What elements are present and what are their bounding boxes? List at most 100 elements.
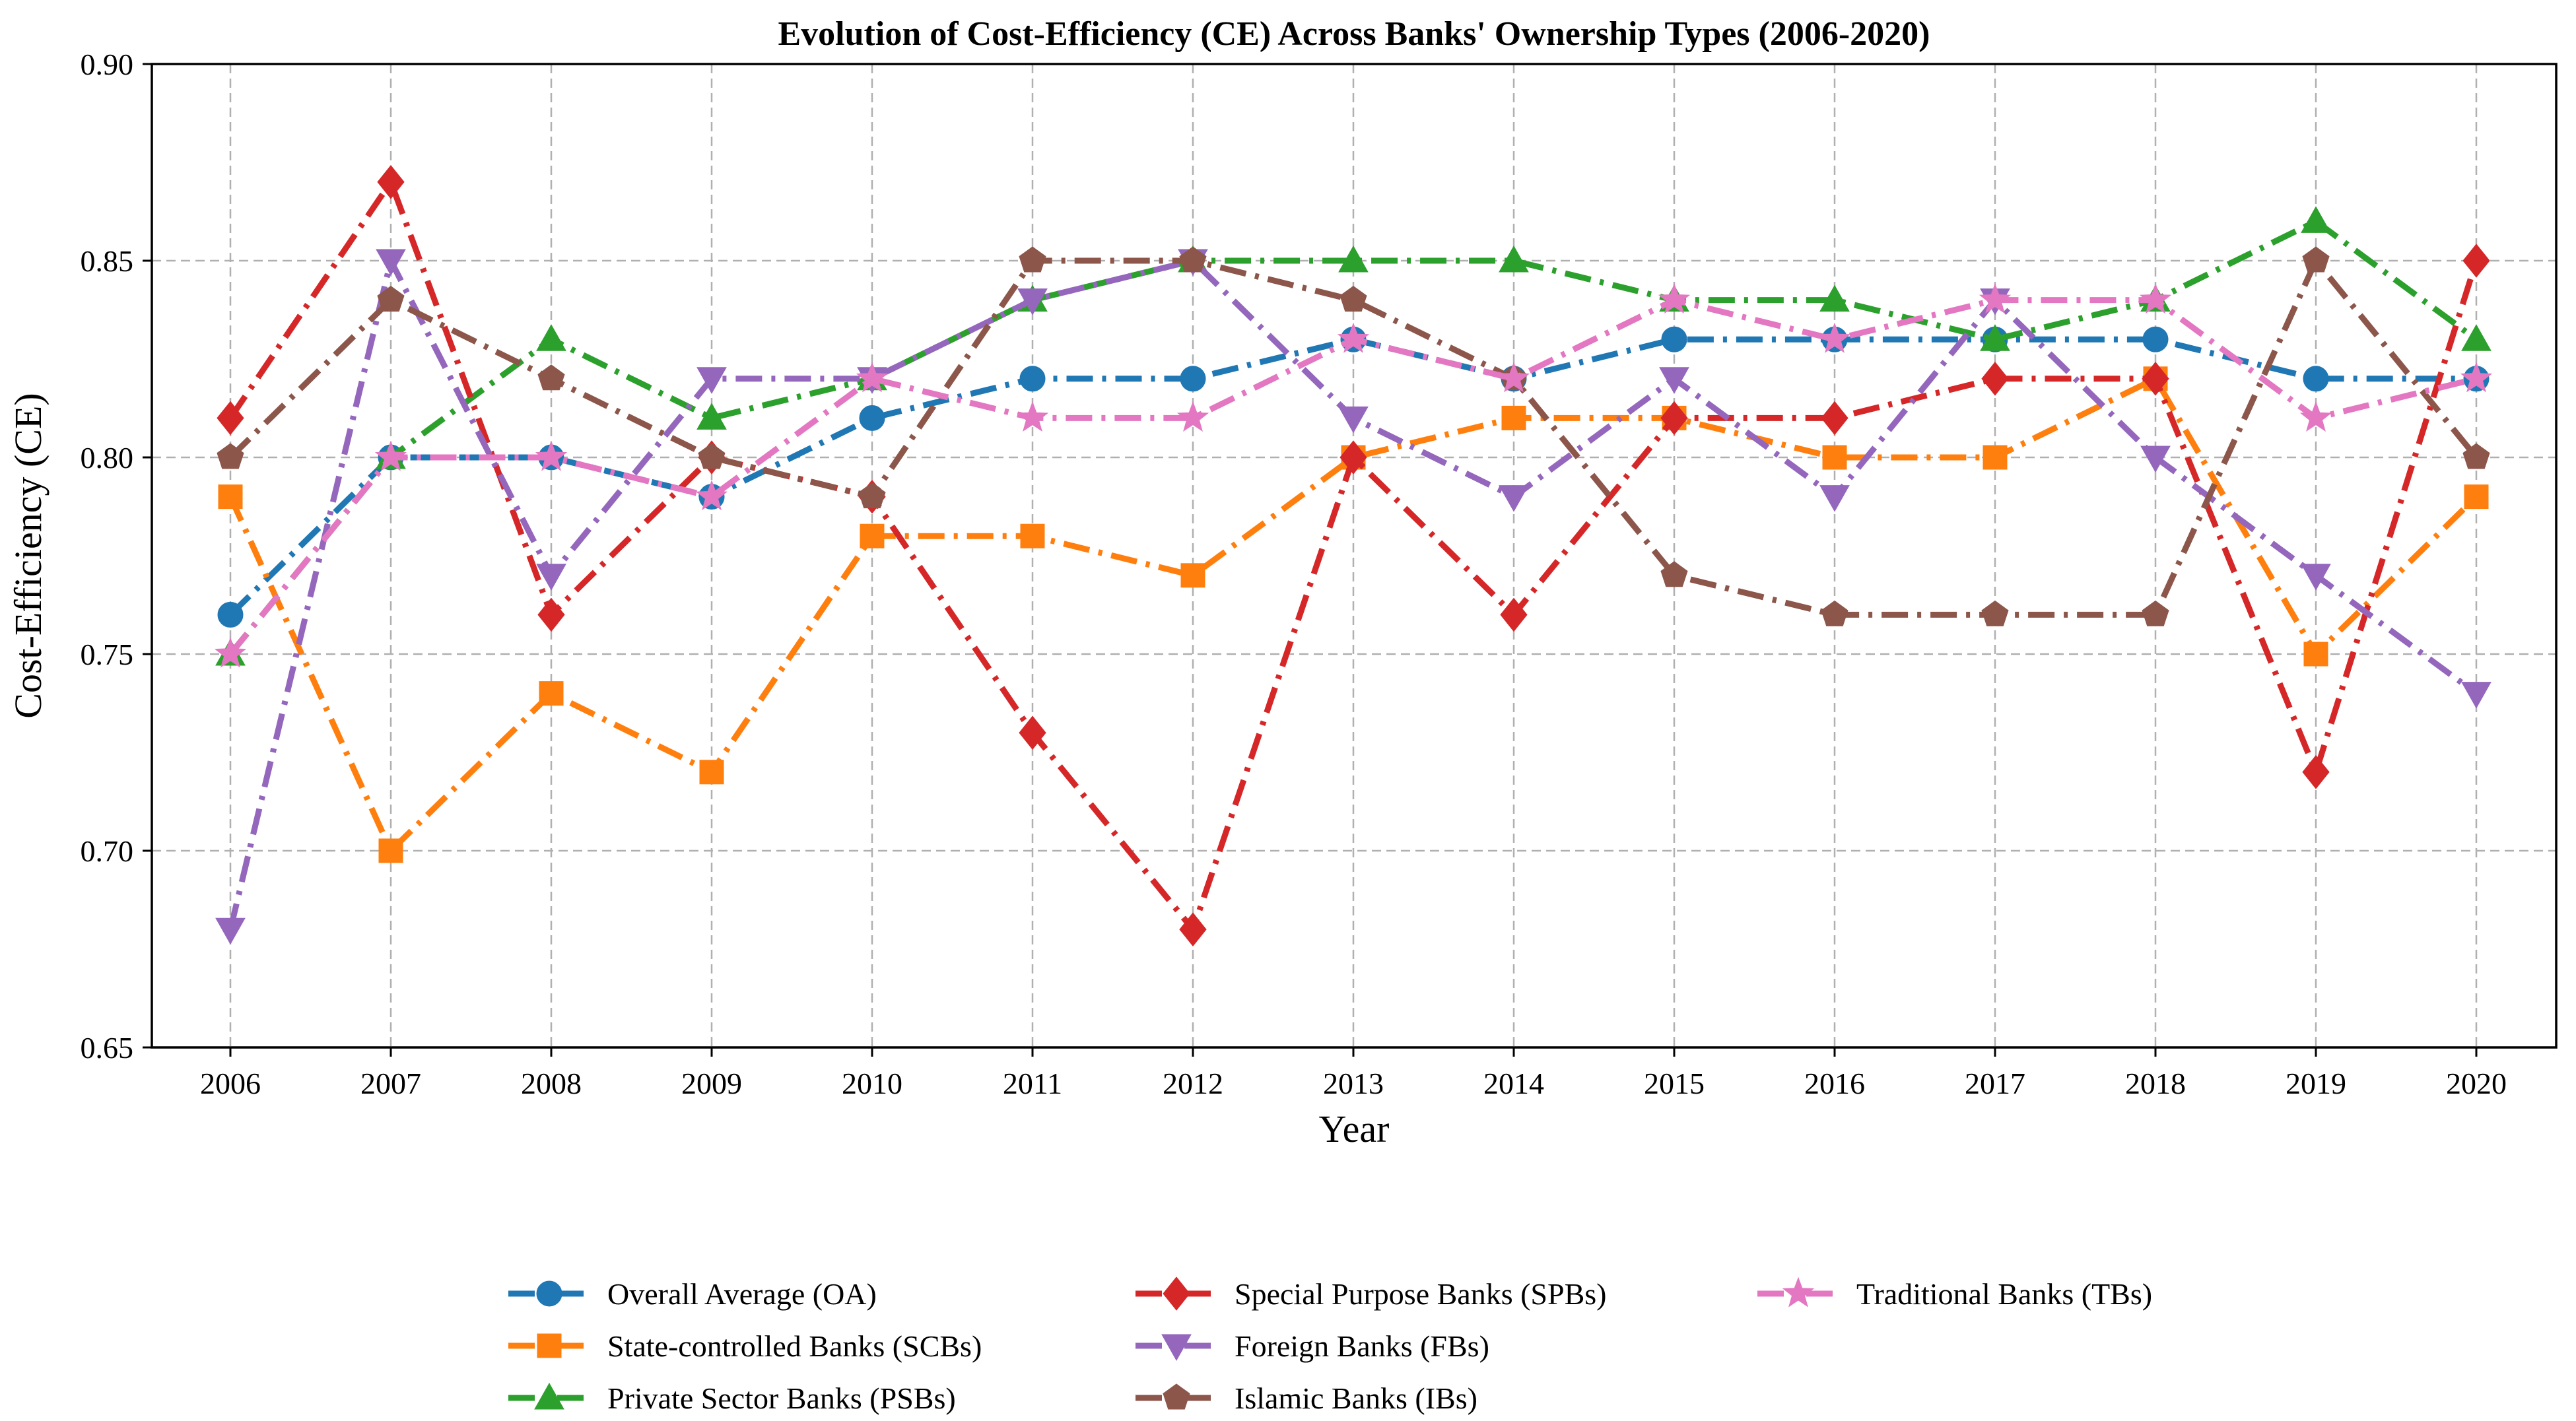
data-point — [1339, 440, 1367, 475]
gridlines — [152, 63, 2556, 1049]
data-point — [1500, 597, 1528, 632]
data-point — [1659, 367, 1689, 394]
legend-entry: Overall Average (OA) — [508, 1277, 877, 1311]
data-point — [1818, 322, 1851, 353]
data-point — [214, 637, 247, 668]
legend-marker — [1161, 1334, 1192, 1362]
x-tick-label: 2008 — [521, 1067, 582, 1100]
data-point — [1019, 246, 1046, 273]
data-point — [860, 523, 885, 548]
data-point — [2302, 754, 2330, 789]
data-point — [535, 440, 568, 471]
data-point — [2302, 246, 2330, 273]
data-point — [1499, 485, 1529, 512]
data-point — [1497, 362, 1530, 393]
data-point — [1339, 285, 1367, 312]
data-point — [215, 917, 246, 945]
legend-label: Islamic Banks (IBs) — [1235, 1381, 1477, 1415]
x-tick-label: 2020 — [2446, 1067, 2507, 1100]
x-tick-label: 2011 — [1003, 1067, 1062, 1100]
data-point — [1979, 283, 2012, 314]
data-point — [217, 601, 244, 628]
data-point — [2299, 401, 2332, 432]
data-point — [2464, 484, 2489, 510]
data-point — [1819, 485, 1850, 512]
legend-entry: Islamic Banks (IBs) — [1135, 1381, 1477, 1415]
data-point — [1180, 366, 1206, 392]
x-tick-label: 2010 — [842, 1067, 902, 1100]
data-point — [1020, 523, 1045, 548]
data-point — [1019, 715, 1046, 750]
data-point — [539, 681, 564, 706]
data-point — [376, 249, 406, 277]
legend-entry: Foreign Banks (FBs) — [1135, 1329, 1489, 1363]
x-tick-label: 2009 — [681, 1067, 742, 1100]
x-tick-label: 2013 — [1323, 1067, 1384, 1100]
data-point — [1176, 401, 1209, 432]
legend-entry: Private Sector Banks (PSBs) — [508, 1381, 956, 1415]
legend-label: State-controlled Banks (SCBs) — [607, 1329, 982, 1363]
y-tick-label: 0.65 — [81, 1031, 134, 1065]
x-axis-label: Year — [1319, 1107, 1390, 1150]
data-point — [1499, 245, 1529, 273]
data-point — [1660, 561, 1688, 587]
legend-marker — [534, 1382, 564, 1410]
x-tick-label: 2017 — [1965, 1067, 2025, 1100]
data-point — [377, 164, 405, 199]
x-tick-label: 2016 — [1804, 1067, 1865, 1100]
data-point — [1983, 445, 2008, 470]
legend-marker — [1163, 1383, 1190, 1410]
data-point — [1660, 401, 1688, 436]
x-tick-label: 2012 — [1163, 1067, 1223, 1100]
data-point — [1337, 322, 1370, 353]
data-point — [1338, 406, 1369, 434]
legend-marker — [1782, 1276, 1815, 1307]
data-point — [2301, 564, 2331, 591]
data-point — [537, 364, 565, 391]
data-point — [377, 285, 405, 312]
legend-label: Special Purpose Banks (SPBs) — [1235, 1277, 1607, 1311]
series-line — [228, 336, 2476, 617]
x-tick-label: 2019 — [2286, 1067, 2346, 1100]
x-tick-label: 2007 — [360, 1067, 421, 1100]
legend-entry: Traditional Banks (TBs) — [1757, 1276, 2152, 1311]
legend-label: Foreign Banks (FBs) — [1235, 1329, 1489, 1363]
legend: Overall Average (OA) State-controlled Ban… — [508, 1276, 2152, 1415]
legend-marker — [536, 1280, 562, 1307]
series-4 — [215, 249, 2491, 945]
data-point — [858, 482, 886, 509]
data-point — [2140, 446, 2171, 473]
legend-label: Traditional Banks (TBs) — [1856, 1277, 2152, 1311]
x-tick-label: 2014 — [1483, 1067, 1544, 1100]
data-point — [2461, 682, 2491, 709]
legend-marker — [537, 1333, 562, 1358]
data-point — [2460, 362, 2493, 393]
series-5 — [217, 246, 2490, 626]
data-point — [2462, 244, 2490, 278]
data-point — [1661, 326, 1687, 352]
data-point — [696, 367, 727, 394]
y-tick-label: 0.75 — [81, 638, 134, 671]
legend-label: Overall Average (OA) — [607, 1277, 877, 1311]
data-point — [1179, 246, 1207, 273]
axes: 2006 2007 2008 2009 2010 2011 2012 2013 2014 2015… — [81, 48, 2507, 1100]
data-point — [1980, 324, 2010, 351]
data-point — [218, 484, 243, 510]
data-point — [1819, 284, 1850, 312]
data-point — [1981, 361, 2009, 396]
x-tick-label: 2015 — [1644, 1067, 1705, 1100]
data-point — [2142, 600, 2169, 626]
data-point — [1338, 245, 1369, 273]
data-point — [2142, 361, 2169, 396]
x-tick-label: 2018 — [2125, 1067, 2186, 1100]
data-point — [2303, 366, 2329, 392]
data-point — [856, 362, 889, 393]
data-point — [1017, 288, 1048, 315]
data-point — [217, 401, 244, 436]
data-point — [696, 403, 727, 430]
data-point — [695, 480, 728, 511]
y-tick-label: 0.90 — [81, 48, 134, 81]
data-point — [1981, 600, 2009, 626]
data-point — [378, 838, 403, 863]
